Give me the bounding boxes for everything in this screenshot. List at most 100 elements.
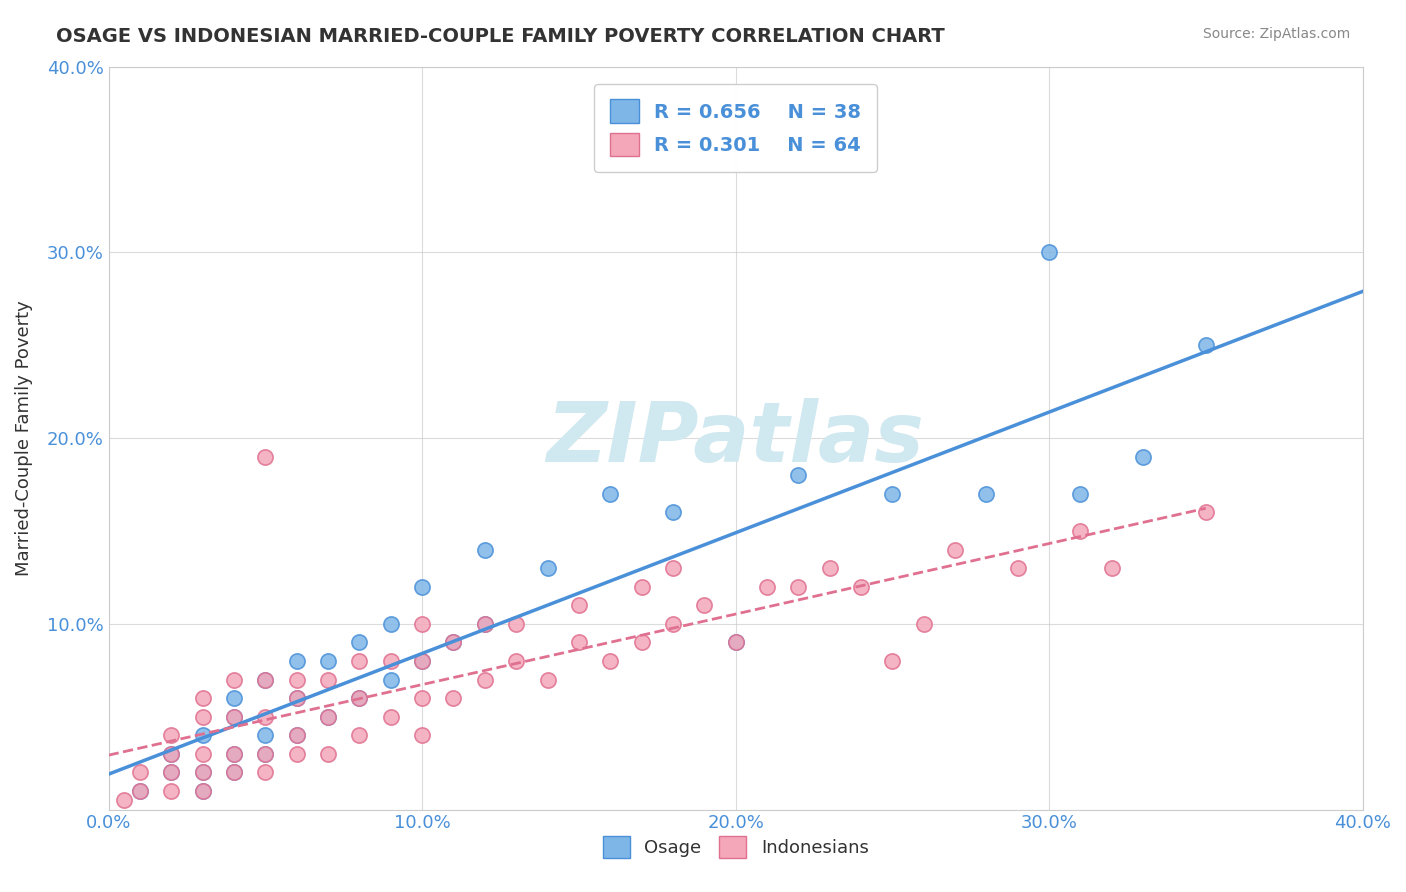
- Indonesians: [222, 747, 245, 761]
- Text: ZIPatlas: ZIPatlas: [547, 398, 925, 479]
- Indonesians: [724, 635, 747, 649]
- Osage: [316, 709, 339, 723]
- Indonesians: [443, 635, 465, 649]
- Text: Source: ZipAtlas.com: Source: ZipAtlas.com: [1202, 27, 1350, 41]
- Osage: [222, 709, 245, 723]
- Osage: [380, 673, 402, 687]
- Indonesians: [1195, 505, 1218, 519]
- Osage: [1195, 338, 1218, 352]
- Indonesians: [755, 580, 778, 594]
- Indonesians: [254, 747, 277, 761]
- Indonesians: [316, 709, 339, 723]
- Indonesians: [129, 784, 152, 798]
- Indonesians: [599, 654, 621, 668]
- Osage: [222, 691, 245, 706]
- Osage: [129, 784, 152, 798]
- Indonesians: [505, 616, 527, 631]
- Indonesians: [849, 580, 872, 594]
- Indonesians: [1101, 561, 1123, 575]
- Osage: [160, 747, 183, 761]
- Indonesians: [191, 784, 214, 798]
- Indonesians: [254, 765, 277, 780]
- Indonesians: [349, 728, 371, 742]
- Indonesians: [191, 765, 214, 780]
- Indonesians: [787, 580, 810, 594]
- Osage: [380, 616, 402, 631]
- Osage: [254, 728, 277, 742]
- Indonesians: [191, 709, 214, 723]
- Indonesians: [818, 561, 841, 575]
- Indonesians: [630, 580, 652, 594]
- Indonesians: [222, 673, 245, 687]
- Indonesians: [630, 635, 652, 649]
- Osage: [662, 505, 685, 519]
- Indonesians: [129, 765, 152, 780]
- Indonesians: [285, 747, 308, 761]
- Indonesians: [912, 616, 935, 631]
- Osage: [222, 747, 245, 761]
- Osage: [349, 691, 371, 706]
- Indonesians: [1007, 561, 1029, 575]
- Osage: [724, 635, 747, 649]
- Text: OSAGE VS INDONESIAN MARRIED-COUPLE FAMILY POVERTY CORRELATION CHART: OSAGE VS INDONESIAN MARRIED-COUPLE FAMIL…: [56, 27, 945, 45]
- Osage: [285, 654, 308, 668]
- Osage: [474, 542, 496, 557]
- Indonesians: [662, 616, 685, 631]
- Osage: [976, 487, 998, 501]
- Osage: [254, 747, 277, 761]
- Osage: [536, 561, 558, 575]
- Indonesians: [112, 793, 135, 807]
- Indonesians: [693, 599, 716, 613]
- Indonesians: [254, 709, 277, 723]
- Indonesians: [349, 654, 371, 668]
- Indonesians: [443, 691, 465, 706]
- Indonesians: [505, 654, 527, 668]
- Osage: [191, 784, 214, 798]
- Osage: [160, 765, 183, 780]
- Osage: [191, 728, 214, 742]
- Osage: [599, 487, 621, 501]
- Y-axis label: Married-Couple Family Poverty: Married-Couple Family Poverty: [15, 301, 32, 576]
- Osage: [1038, 245, 1060, 260]
- Indonesians: [160, 747, 183, 761]
- Indonesians: [285, 691, 308, 706]
- Osage: [1132, 450, 1154, 464]
- Indonesians: [160, 728, 183, 742]
- Osage: [411, 580, 433, 594]
- Osage: [787, 468, 810, 483]
- Indonesians: [411, 691, 433, 706]
- Indonesians: [285, 673, 308, 687]
- Indonesians: [349, 691, 371, 706]
- Indonesians: [222, 765, 245, 780]
- Osage: [349, 635, 371, 649]
- Indonesians: [380, 654, 402, 668]
- Indonesians: [160, 765, 183, 780]
- Indonesians: [662, 561, 685, 575]
- Indonesians: [568, 599, 591, 613]
- Indonesians: [474, 673, 496, 687]
- Indonesians: [943, 542, 966, 557]
- Osage: [285, 691, 308, 706]
- Indonesians: [191, 747, 214, 761]
- Osage: [443, 635, 465, 649]
- Indonesians: [222, 709, 245, 723]
- Legend: R = 0.656    N = 38, R = 0.301    N = 64: R = 0.656 N = 38, R = 0.301 N = 64: [595, 84, 877, 172]
- Osage: [222, 765, 245, 780]
- Indonesians: [882, 654, 904, 668]
- Indonesians: [474, 616, 496, 631]
- Indonesians: [316, 747, 339, 761]
- Indonesians: [285, 728, 308, 742]
- Osage: [316, 654, 339, 668]
- Osage: [191, 765, 214, 780]
- Indonesians: [254, 450, 277, 464]
- Indonesians: [568, 635, 591, 649]
- Osage: [411, 654, 433, 668]
- Osage: [882, 487, 904, 501]
- Indonesians: [1069, 524, 1091, 538]
- Indonesians: [254, 673, 277, 687]
- Indonesians: [411, 728, 433, 742]
- Indonesians: [160, 784, 183, 798]
- Osage: [1069, 487, 1091, 501]
- Indonesians: [411, 654, 433, 668]
- Indonesians: [316, 673, 339, 687]
